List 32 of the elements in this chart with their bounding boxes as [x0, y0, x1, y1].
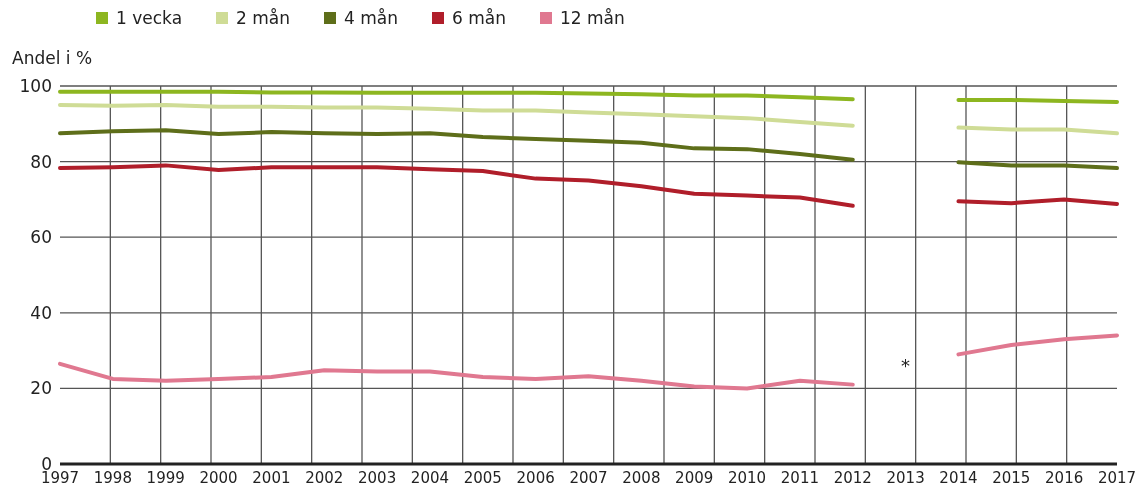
y-tick-label: 20: [30, 378, 52, 399]
x-tick-label: 2002: [305, 468, 344, 487]
x-tick-label: 2000: [199, 468, 238, 487]
x-tick-label: 2004: [410, 468, 450, 487]
x-tick-label: 2007: [569, 468, 608, 487]
x-tick-label: 2009: [675, 468, 714, 487]
legend-label: 6 mån: [451, 8, 507, 28]
annotation: *: [901, 355, 911, 377]
x-tick-label: 2012: [833, 468, 872, 487]
legend-label: 2 mån: [235, 8, 291, 28]
y-tick-label: 40: [30, 302, 52, 323]
x-tick-label: 2015: [992, 468, 1031, 487]
x-tick-label: 2010: [727, 468, 767, 487]
y-tick-label: 60: [30, 227, 52, 248]
x-tick-label: 2005: [463, 468, 502, 487]
x-tick-label: 2014: [939, 468, 978, 487]
y-tick-label: 100: [19, 76, 52, 97]
legend-label: 1 vecka: [115, 8, 183, 28]
x-tick-label: 2003: [358, 468, 397, 487]
legend-label: 12 mån: [559, 8, 625, 28]
y-axis-title: Andel i %: [11, 48, 94, 70]
x-tick-label: 2017: [1097, 468, 1137, 487]
x-tick-label: 2006: [516, 468, 555, 487]
x-tick-label: 2011: [780, 468, 819, 487]
legend-label: 4 mån: [343, 8, 399, 28]
x-tick-label: 2008: [622, 468, 661, 487]
x-tick-label: 2001: [252, 468, 291, 487]
x-tick-label: 1998: [93, 468, 132, 487]
x-tick-label: 2016: [1045, 468, 1084, 487]
x-tick-label: 1999: [146, 468, 185, 487]
y-tick-label: 80: [30, 151, 52, 172]
x-tick-label: 2013: [886, 468, 925, 487]
